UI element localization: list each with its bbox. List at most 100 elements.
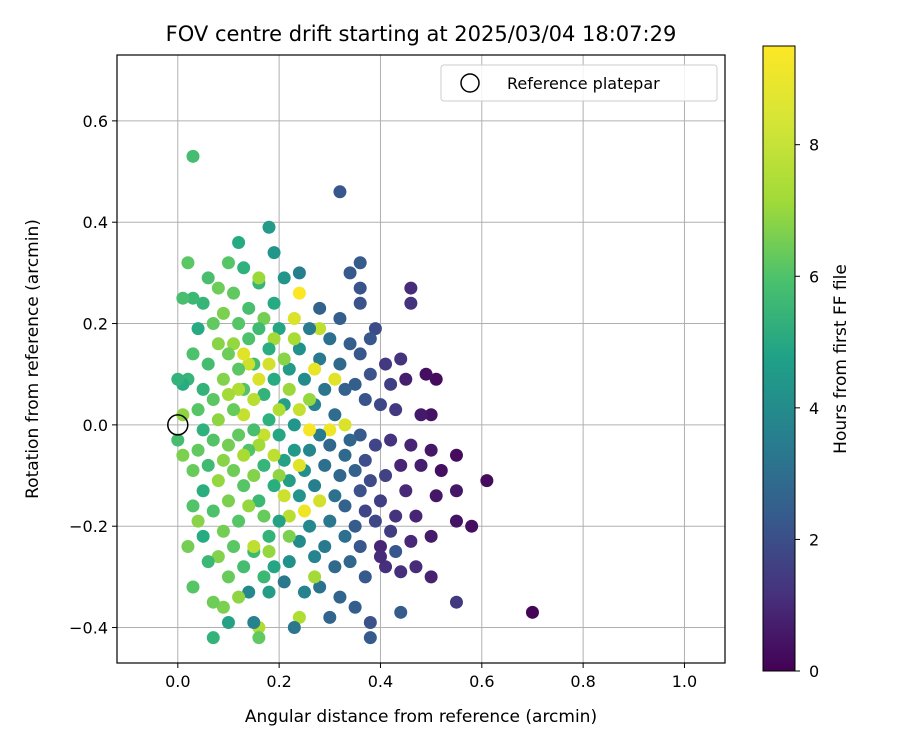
- data-point: [394, 605, 408, 619]
- data-point: [196, 484, 210, 498]
- data-point: [267, 448, 281, 462]
- data-point: [353, 296, 367, 310]
- reference-platepar-marker: [167, 414, 189, 436]
- data-point: [297, 504, 311, 518]
- data-point: [465, 519, 479, 533]
- data-point: [227, 286, 241, 300]
- legend-marker-icon: [460, 73, 480, 93]
- data-point: [343, 266, 357, 280]
- colorbar-tick-label: 2: [809, 530, 819, 549]
- data-point: [277, 489, 291, 503]
- data-point: [252, 322, 266, 336]
- data-point: [333, 469, 347, 483]
- x-tick-label: 1.0: [672, 672, 697, 691]
- data-point: [318, 458, 332, 472]
- data-point: [313, 494, 327, 508]
- y-axis-label: Rotation from reference (arcmin): [23, 219, 43, 499]
- data-point: [221, 615, 235, 629]
- data-point: [206, 631, 220, 645]
- data-point: [404, 534, 418, 548]
- data-point: [379, 560, 393, 574]
- data-point: [343, 555, 357, 569]
- data-point: [196, 529, 210, 543]
- data-point: [297, 372, 311, 386]
- data-point: [338, 382, 352, 396]
- data-point: [201, 357, 215, 371]
- data-point: [338, 418, 352, 432]
- data-point: [257, 509, 271, 523]
- data-point: [272, 428, 286, 442]
- data-point: [232, 362, 246, 376]
- data-point: [373, 550, 387, 564]
- data-point: [318, 539, 332, 553]
- y-tick-label: 0.6: [83, 112, 108, 131]
- data-point: [267, 332, 281, 346]
- data-point: [429, 489, 443, 503]
- data-point: [323, 332, 337, 346]
- data-point: [267, 479, 281, 493]
- data-point: [211, 281, 225, 295]
- y-axis-ticks: −0.4 −0.2 0.0 0.2 0.4 0.6: [69, 112, 117, 638]
- data-point: [358, 393, 372, 407]
- colorbar-tick-label: 6: [809, 267, 819, 286]
- data-point: [272, 322, 286, 336]
- data-point: [247, 423, 261, 437]
- data-point: [429, 372, 443, 386]
- data-point: [292, 342, 306, 356]
- data-point: [323, 514, 337, 528]
- data-point: [313, 322, 327, 336]
- data-point: [186, 291, 200, 305]
- data-point: [409, 560, 423, 574]
- data-point: [242, 357, 256, 371]
- data-point: [358, 570, 372, 584]
- data-point: [252, 631, 266, 645]
- data-point: [267, 372, 281, 386]
- data-point: [449, 595, 463, 609]
- x-tick-label: 0.6: [469, 672, 494, 691]
- data-point: [221, 570, 235, 584]
- data-point: [242, 301, 256, 315]
- data-point: [348, 519, 362, 533]
- data-point: [287, 418, 301, 432]
- data-point: [399, 372, 413, 386]
- data-point: [353, 428, 367, 442]
- data-point: [389, 545, 403, 559]
- x-axis-label: Angular distance from reference (arcmin): [245, 707, 597, 727]
- data-point: [404, 296, 418, 310]
- data-point: [267, 560, 281, 574]
- data-point: [379, 357, 393, 371]
- data-point: [186, 499, 200, 513]
- data-point: [313, 352, 327, 366]
- data-point: [196, 296, 210, 310]
- data-point: [373, 539, 387, 553]
- x-axis-ticks: 0.0 0.2 0.4 0.6 0.8 1.0: [165, 663, 697, 691]
- data-point: [201, 458, 215, 472]
- data-point: [282, 382, 296, 396]
- y-tick-label: −0.2: [69, 517, 108, 536]
- data-point: [211, 337, 225, 351]
- data-point: [232, 317, 246, 331]
- data-point: [414, 408, 428, 422]
- data-point: [313, 301, 327, 315]
- data-point: [308, 362, 322, 376]
- data-point: [303, 322, 317, 336]
- data-point: [287, 443, 301, 457]
- x-tick-label: 0.4: [368, 672, 393, 691]
- colorbar-label: Hours from first FF file: [831, 264, 851, 454]
- data-point: [272, 514, 286, 528]
- data-point: [384, 377, 398, 391]
- data-point: [292, 610, 306, 624]
- data-point: [389, 403, 403, 417]
- data-point: [363, 615, 377, 629]
- data-point: [216, 600, 230, 614]
- data-point: [237, 560, 251, 574]
- data-point: [191, 514, 205, 528]
- legend-box: [440, 64, 718, 102]
- data-point: [449, 514, 463, 528]
- data-point: [282, 529, 296, 543]
- data-point: [237, 479, 251, 493]
- data-point: [257, 458, 271, 472]
- data-point: [227, 463, 241, 477]
